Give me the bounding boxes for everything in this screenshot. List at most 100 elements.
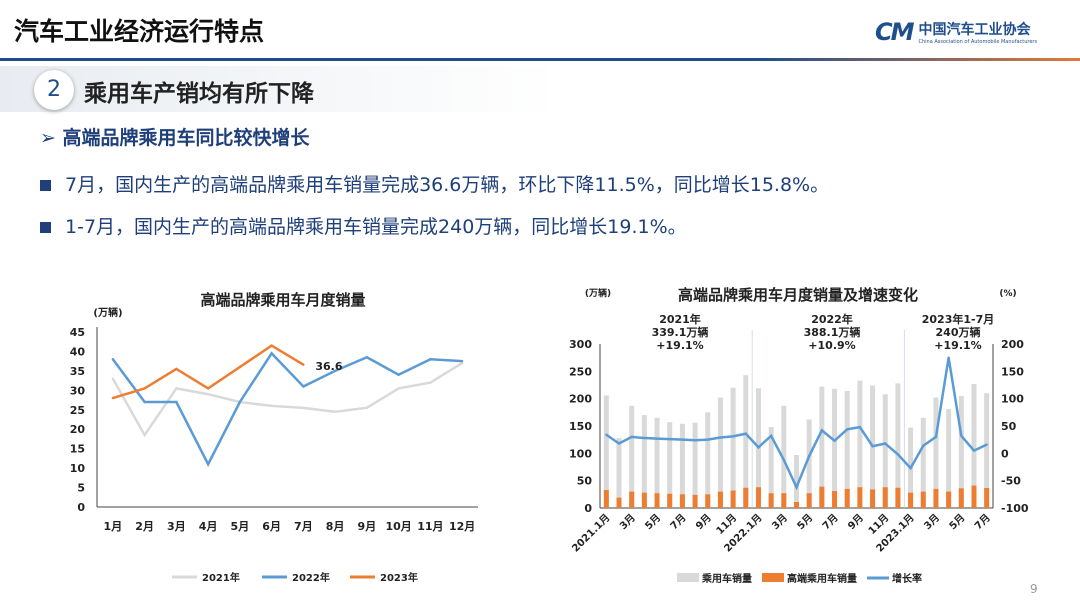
bar-premium-car [946,491,952,508]
bullet-item: 1-7月，国内生产的高端品牌乘用车销量完成240万辆，同比增长19.1%。 [40,212,687,239]
right-y-tick: 150 [569,420,592,433]
left-y-tick: 35 [70,365,85,378]
growth-point [769,434,773,438]
left-point [460,361,464,365]
left-series-line-2022年 [111,351,463,467]
right-x-tick: 2021.1月 [570,512,613,555]
left-x-tick: 6月 [262,520,281,533]
right-legend-label: 增长率 [892,572,922,585]
bar-passenger-car [984,393,990,508]
right-y2-unit: (%) [999,289,1016,299]
bar-passenger-car [743,375,749,508]
arrow-icon: ➢ [40,127,63,149]
bar-passenger-car [641,415,647,508]
left-point [206,463,210,466]
bar-premium-car [679,494,685,508]
left-point [429,358,432,361]
bar-passenger-car [616,438,622,508]
bar-passenger-car [781,405,787,508]
bar-premium-car [882,487,888,508]
bar-passenger-car [857,380,863,508]
growth-point [972,449,976,452]
bar-premium-car [667,493,673,508]
bar-premium-car [629,491,635,508]
left-series-line-2023年 [112,344,305,400]
bar-passenger-car [844,391,850,508]
bar-premium-car [743,487,749,508]
growth-point [630,435,633,439]
growth-point [731,435,735,438]
bar-premium-car [958,488,964,508]
left-point [206,387,210,390]
bar-premium-car [908,492,914,508]
bar-passenger-car [933,397,939,508]
growth-point [985,443,988,446]
left-y-tick: 15 [70,443,85,456]
left-legend-label: 2022年 [292,571,330,584]
left-point [460,359,464,363]
left-point [111,377,115,380]
left-point [397,373,400,376]
growth-point [782,458,786,462]
left-y-tick: 10 [70,462,86,475]
bar-passenger-car [882,394,888,508]
bar-premium-car [781,493,787,508]
left-y-tick: 20 [70,423,86,436]
left-point [143,400,146,404]
right-y-tick: 250 [569,365,592,378]
right-y-tick: 300 [569,338,592,351]
bar-premium-car [857,487,863,508]
bar-premium-car [895,487,901,508]
bar-premium-car [641,492,647,508]
growth-point [833,439,836,442]
bar-passenger-car [730,387,736,508]
left-series-line-2021年 [111,362,463,438]
logo-cn: 中国汽车工业协会 [918,22,1031,38]
left-point [238,365,242,369]
bar-passenger-car [895,383,901,508]
bar-passenger-car [958,395,964,508]
left-point [397,387,400,390]
annotation-growth: +10.9% [808,339,855,352]
growth-point [744,432,747,435]
left-x-tick: 3月 [167,520,186,533]
bar-passenger-car [819,386,825,508]
bar-premium-car [730,490,736,508]
bar-premium-car [794,501,799,508]
left-point [302,385,305,388]
growth-point [960,434,963,438]
growth-point [693,439,697,442]
growth-point [719,436,722,439]
left-x-tick: 1月 [104,520,123,533]
left-point [111,396,115,400]
bar-premium-car [844,488,850,508]
subheading: ➢ 高端品牌乘用车同比较快增长 [40,127,310,149]
left-point [143,387,146,390]
bar-premium-car [832,491,838,508]
left-x-tick: 11月 [417,520,443,533]
bar-premium-car [920,491,926,508]
left-point [365,356,369,359]
left-point [175,367,178,371]
right-y2-tick: -100 [1001,502,1029,515]
bar-premium-car [984,487,990,508]
bar-passenger-car [768,427,774,508]
right-y-tick: 100 [569,447,592,460]
growth-point [909,466,912,470]
right-legend-label: 高端乘用车销量 [787,572,857,585]
bar-premium-car [654,493,660,508]
growth-point [934,435,938,439]
growth-point [795,486,798,489]
left-y-tick: 30 [70,384,86,397]
right-x-tick: 5月 [795,512,815,532]
bar-passenger-car [806,419,812,508]
left-point [333,369,337,373]
bar-passenger-car [971,383,977,508]
growth-point [807,454,811,458]
left-point [175,387,178,390]
growth-point [884,442,887,445]
right-y2-tick: 200 [1001,338,1024,351]
bar-passenger-car [667,422,673,508]
bar-premium-car [603,489,609,508]
